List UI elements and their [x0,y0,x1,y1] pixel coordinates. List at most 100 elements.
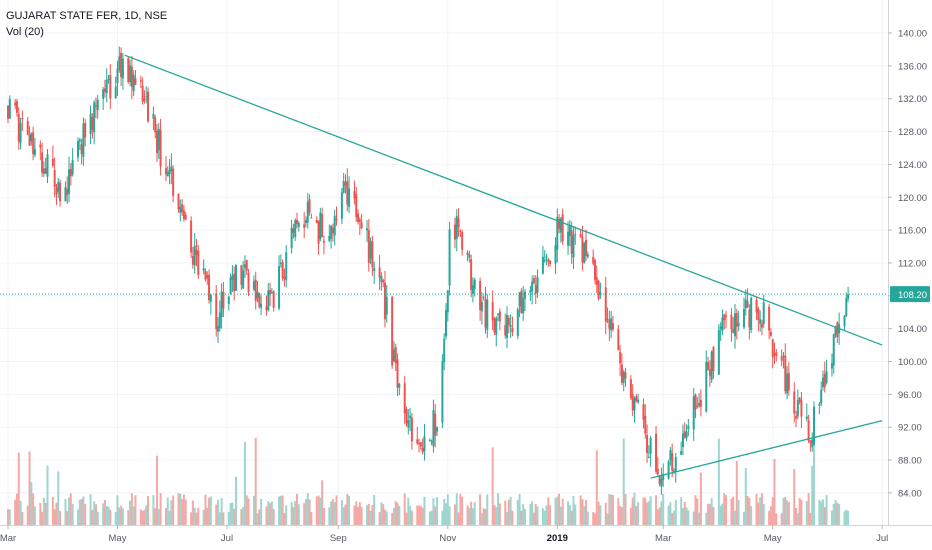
volume-bar [14,499,17,525]
candle-body [705,361,708,412]
candle-body [453,224,456,240]
candle-body [93,102,96,133]
volume-bar [53,509,56,525]
volume-bar [91,509,94,525]
volume-bar [139,509,142,525]
candle-body [344,182,347,186]
volume-bar [103,499,106,525]
volume-bar [717,438,720,525]
candle-body [394,347,397,364]
volume-bar [19,501,22,525]
volume-bar [769,506,772,525]
volume-bar [529,504,532,525]
volume-bar [121,508,124,525]
candle-body [694,394,697,410]
price-tick-label: 84.00 [898,488,922,499]
volume-bar [624,493,627,525]
volume-bar [805,500,808,525]
volume-bar [597,501,600,525]
volume-bar [532,512,535,525]
volume-bar [497,493,500,525]
candle-body [486,299,489,330]
candle-body [360,222,363,229]
candle-body [84,122,87,138]
candle-body [342,181,345,193]
volume-bar [344,504,347,525]
volume-bar [296,493,299,525]
candle-body [310,217,313,219]
candle-body [608,319,611,329]
volume-bar [419,505,422,525]
volume-bar [812,435,815,525]
trendlines[interactable] [124,54,883,479]
candle-body [561,214,564,242]
candle-body [121,58,124,79]
price-scale[interactable]: 140.00 136.00 132.00 128.00 124.00 120.00 116.… [888,0,932,550]
candle-body [484,299,487,328]
volume-bar [229,503,232,525]
time-scale[interactable]: Mar May Jul Sep Nov 2019 Mar May Jul [0,525,932,550]
candle-body [658,475,661,485]
candle-body [430,441,433,443]
candle-body [784,355,787,392]
candle-body [811,439,814,448]
volume-bar [197,507,200,525]
candle-body [762,302,765,324]
ascending-trendline [650,419,883,479]
volume-bar [522,504,525,525]
volume-bar [416,505,419,525]
volume-bar [495,507,498,525]
price-tick-label: 116.00 [898,226,926,237]
volume-bar [470,501,473,525]
volume-bar [780,513,783,525]
volume-bar [179,493,182,525]
volume-bar [545,505,548,525]
candle-body [710,351,713,380]
candle-body [597,280,600,300]
candle-body [357,213,360,222]
candle-body [646,435,649,454]
volume-bar [836,502,839,525]
volume-bar [55,502,58,525]
volume-bar [692,511,695,525]
candlesticks [7,46,850,495]
volume-bar [391,512,394,525]
volume-bar [227,511,230,525]
candle-body [353,191,356,199]
candle-body [511,327,514,333]
candle-body [599,292,602,296]
volume-bar [604,502,607,525]
volume-bar [355,501,358,525]
candle-body [296,219,299,225]
candle-body [805,416,808,419]
volume-bar [823,507,826,525]
volume-bar [644,497,647,525]
candle-body [53,170,56,188]
price-tick-label: 124.00 [898,160,927,171]
volume-bar [708,504,711,525]
volume-bar [396,503,399,525]
candle-body [118,56,121,70]
symbol-legend[interactable]: GUJARAT STATE FER, 1D, NSE [6,10,168,22]
candle-body [585,239,588,256]
candle-body [385,296,388,315]
volume-legend[interactable]: Vol (20) [6,26,44,38]
volume-bar [698,512,701,525]
volume-bar [360,506,363,525]
candle-body [780,356,783,361]
candle-body [166,171,169,177]
candle-body [717,329,720,375]
volume-bar [191,500,194,525]
volume-bar [303,503,306,525]
candle-body [629,379,632,399]
candle-body [556,216,559,250]
volume-bar [66,511,69,525]
volume-bar [671,513,674,525]
candle-body [583,242,586,264]
candle-body [371,241,374,268]
candle-body [366,228,369,231]
price-tick-label: 92.00 [898,423,922,434]
volume-bar [543,510,546,525]
volume-bar [41,511,44,525]
